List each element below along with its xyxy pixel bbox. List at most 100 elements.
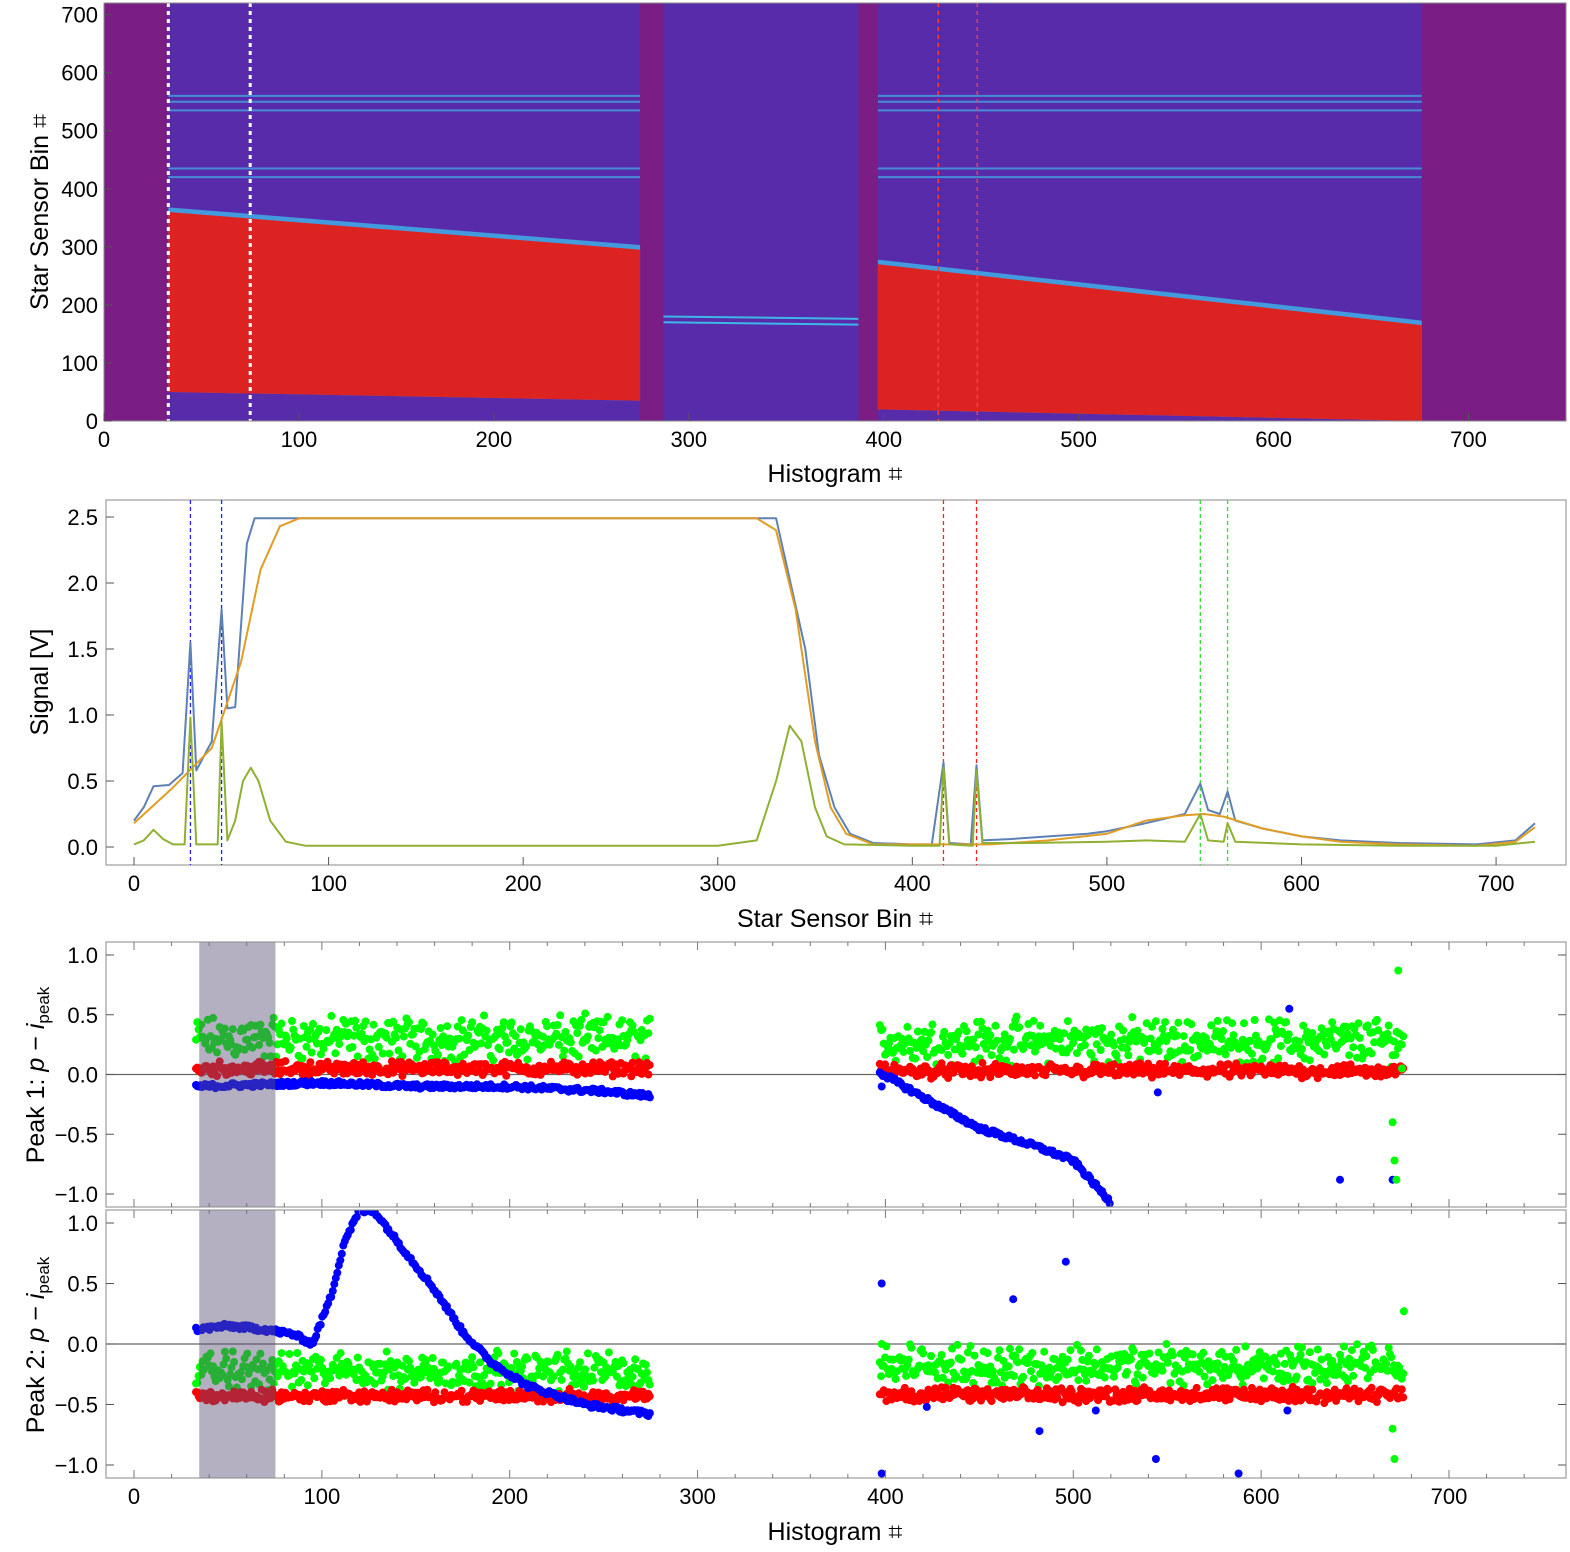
peak2-point (256, 1349, 265, 1358)
peak1-point (327, 1011, 336, 1020)
peak2-point (1340, 1342, 1348, 1351)
peak2-point (544, 1357, 553, 1366)
heatmap-y-tick-label: 600 (61, 61, 98, 86)
peak2-x-tick-label: 0 (128, 1484, 140, 1509)
peak2-point (1061, 1257, 1070, 1266)
peak1-point (992, 1036, 1001, 1045)
peak1-point (215, 1057, 224, 1066)
peak2-point (1073, 1341, 1081, 1349)
peak1-point (1107, 1030, 1116, 1039)
signal-panel: 0 100 200 300 400 500 600 700 0.0 0.5 1.0 1.5 2.0 2.5… (26, 499, 1567, 933)
peak2-point (423, 1385, 432, 1394)
peak1-point (288, 1017, 296, 1025)
peak1-point (1036, 1021, 1045, 1030)
peak1-point (507, 1018, 516, 1027)
peak1-point (1128, 1013, 1137, 1022)
peak1-point (1112, 1051, 1121, 1060)
peak1-point (489, 1056, 498, 1065)
peak2-point (1296, 1350, 1305, 1359)
peak1-point (1374, 1026, 1383, 1035)
peak2-point (999, 1356, 1008, 1365)
heatmap-x-tick-label: 600 (1255, 427, 1292, 452)
peak2-point (1035, 1427, 1044, 1436)
peak2-point (927, 1352, 936, 1360)
peak2-point (353, 1353, 362, 1362)
peak2-point (243, 1349, 252, 1358)
peak1-point (1179, 1032, 1188, 1041)
peak1-point (554, 1040, 563, 1049)
peak2-point (946, 1358, 955, 1367)
peak2-point (995, 1346, 1004, 1355)
peak2-point (310, 1374, 319, 1383)
peak2-x-tick-label: 500 (1055, 1484, 1092, 1509)
heatmap-y-tick-label: 200 (61, 293, 98, 318)
peak1-point (1153, 1088, 1162, 1097)
peak1-point (583, 1032, 592, 1041)
peak2-point (904, 1355, 913, 1364)
peak2-point (937, 1351, 946, 1359)
heatmap-x-tick-label: 700 (1450, 427, 1487, 452)
peak2-point (641, 1360, 650, 1369)
signal-x-axis-label: Star Sensor Bin ⌗ (737, 905, 933, 933)
peak2-point (1113, 1363, 1122, 1372)
peak2-point (589, 1376, 598, 1385)
peak1-point (1123, 1044, 1131, 1053)
peak2-point (452, 1359, 461, 1368)
peak2-y-tick-label: 1.0 (67, 1211, 98, 1236)
peak2-point (1368, 1346, 1377, 1354)
peak1-point (1174, 1018, 1183, 1027)
peak2-point (507, 1364, 516, 1372)
peak2-point (1019, 1372, 1028, 1381)
peak1-point (309, 1020, 317, 1028)
peak1-point (443, 1022, 452, 1031)
heatmap-band-2 (877, 264, 1422, 421)
peak1-point (1096, 1046, 1105, 1054)
peak2-point (346, 1225, 355, 1234)
peak2-x-tick-label: 700 (1431, 1484, 1468, 1509)
peak2-point (601, 1373, 609, 1382)
peak1-point (1186, 1046, 1195, 1054)
peak1-point (457, 1016, 466, 1025)
signal-y-tick-label: 2.5 (67, 505, 98, 530)
peak1-point (1229, 1031, 1238, 1040)
peak2-y-axis-label: Peak 2: p − ipeak (22, 1256, 53, 1433)
peak1-point (434, 1050, 442, 1059)
peak1-point (954, 1027, 963, 1036)
peak2-point (327, 1293, 336, 1301)
peak1-point (419, 1068, 428, 1077)
heatmap-x-tick-label: 100 (281, 427, 318, 452)
peak1-point (1015, 1023, 1024, 1032)
peak1-point (1328, 1018, 1337, 1027)
peak2-point (1063, 1355, 1072, 1364)
peak2-point (1006, 1344, 1014, 1353)
peak1-point (1390, 1037, 1398, 1046)
peak2-point (562, 1347, 571, 1356)
peak2-point (518, 1362, 527, 1371)
peak2-point (473, 1372, 482, 1381)
peak1-point (1124, 1051, 1133, 1060)
peak2-y-tick-label: −1.0 (55, 1453, 98, 1478)
peak1-point (398, 1072, 407, 1080)
peak2-point (405, 1357, 413, 1366)
peak2-point (957, 1355, 966, 1364)
peak2-point (457, 1386, 466, 1395)
peak2-point (259, 1359, 268, 1368)
peak1-point (1274, 1054, 1283, 1063)
peak1-point (455, 1034, 463, 1043)
peak1-point (352, 1023, 361, 1032)
peak1-point (298, 1054, 307, 1063)
peak2-point (643, 1368, 651, 1377)
peak2-point (444, 1362, 453, 1371)
peak1-point (1285, 1004, 1294, 1013)
peak1-point (944, 1050, 953, 1059)
peak2-point (1074, 1376, 1083, 1385)
peak2-point (941, 1365, 950, 1374)
peak2-x-tick-label: 400 (867, 1484, 904, 1509)
peak2-point (193, 1378, 202, 1387)
peak2-point (1100, 1373, 1109, 1382)
peak1-point (1322, 1041, 1331, 1050)
peak2-point (337, 1249, 346, 1258)
peak2-point (1024, 1358, 1033, 1367)
peak1-point (1308, 1029, 1317, 1038)
peak2-point (1077, 1346, 1085, 1355)
